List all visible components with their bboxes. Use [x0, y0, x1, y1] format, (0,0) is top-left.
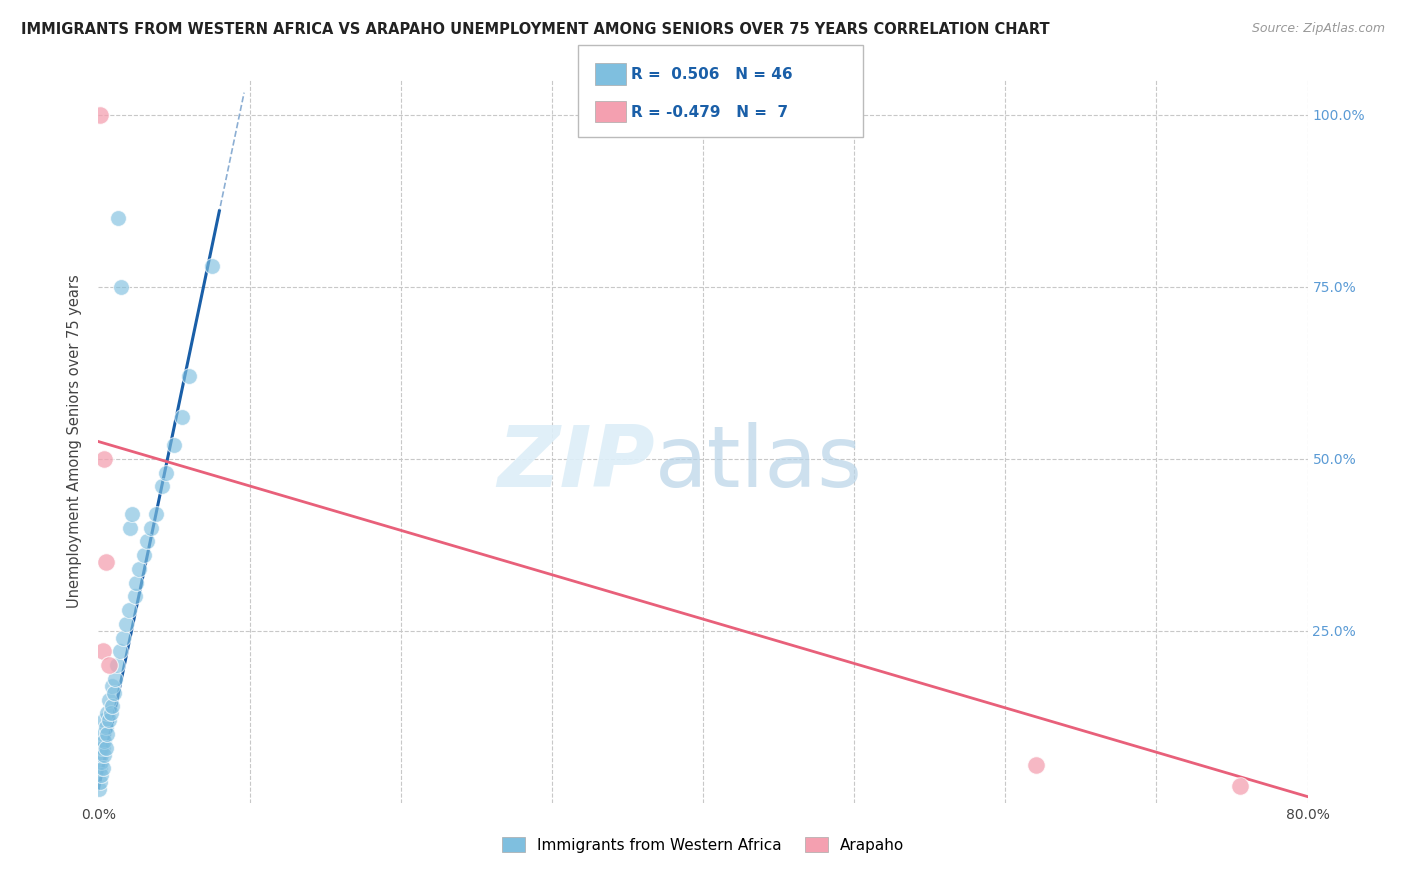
Point: [124, 590, 146, 604]
Point: [125, 575, 148, 590]
Point: [105, 658, 128, 673]
Point: [135, 534, 157, 549]
Text: IMMIGRANTS FROM WESTERN AFRICA VS ARAPAHO UNEMPLOYMENT AMONG SENIORS OVER 75 YEA: IMMIGRANTS FROM WESTERN AFRICA VS ARAPAH…: [21, 22, 1050, 37]
Y-axis label: Unemployment Among Seniors over 75 years: Unemployment Among Seniors over 75 years: [67, 275, 83, 608]
Point: [201, 259, 224, 273]
Point: [98, 692, 121, 706]
Point: [128, 562, 150, 576]
Point: [114, 616, 136, 631]
Point: [163, 438, 186, 452]
Point: [89, 782, 111, 797]
Point: [110, 279, 132, 293]
Point: [89, 108, 111, 122]
Point: [103, 686, 125, 700]
Point: [145, 507, 167, 521]
Point: [91, 761, 114, 775]
Point: [104, 672, 127, 686]
Point: [96, 727, 118, 741]
Point: [100, 706, 122, 721]
Point: [91, 740, 114, 755]
Point: [93, 713, 115, 727]
Point: [150, 479, 173, 493]
Point: [132, 548, 155, 562]
Point: [96, 706, 118, 721]
Point: [101, 699, 124, 714]
Text: ZIP: ZIP: [496, 422, 655, 505]
Text: atlas: atlas: [655, 422, 863, 505]
Point: [91, 644, 114, 658]
Point: [121, 507, 143, 521]
Text: R = -0.479   N =  7: R = -0.479 N = 7: [631, 105, 789, 120]
Point: [120, 520, 142, 534]
Point: [90, 768, 112, 782]
Point: [94, 720, 117, 734]
Point: [91, 727, 114, 741]
Point: [179, 369, 201, 384]
Point: [141, 520, 163, 534]
Point: [89, 761, 111, 775]
Point: [155, 466, 177, 480]
Point: [111, 631, 134, 645]
Point: [101, 679, 124, 693]
Point: [90, 755, 112, 769]
Point: [90, 747, 112, 762]
Point: [93, 734, 115, 748]
Text: R =  0.506   N = 46: R = 0.506 N = 46: [631, 68, 793, 82]
Point: [94, 555, 117, 569]
Point: [108, 644, 131, 658]
Point: [107, 211, 129, 225]
Point: [170, 410, 193, 425]
Point: [90, 740, 112, 755]
Point: [118, 603, 141, 617]
Point: [1024, 758, 1046, 772]
Point: [93, 747, 115, 762]
Point: [98, 658, 121, 673]
Legend: Immigrants from Western Africa, Arapaho: Immigrants from Western Africa, Arapaho: [495, 829, 911, 860]
Point: [1229, 779, 1251, 793]
Point: [89, 775, 111, 789]
Point: [98, 713, 121, 727]
Point: [94, 740, 117, 755]
Text: Source: ZipAtlas.com: Source: ZipAtlas.com: [1251, 22, 1385, 36]
Point: [93, 451, 115, 466]
